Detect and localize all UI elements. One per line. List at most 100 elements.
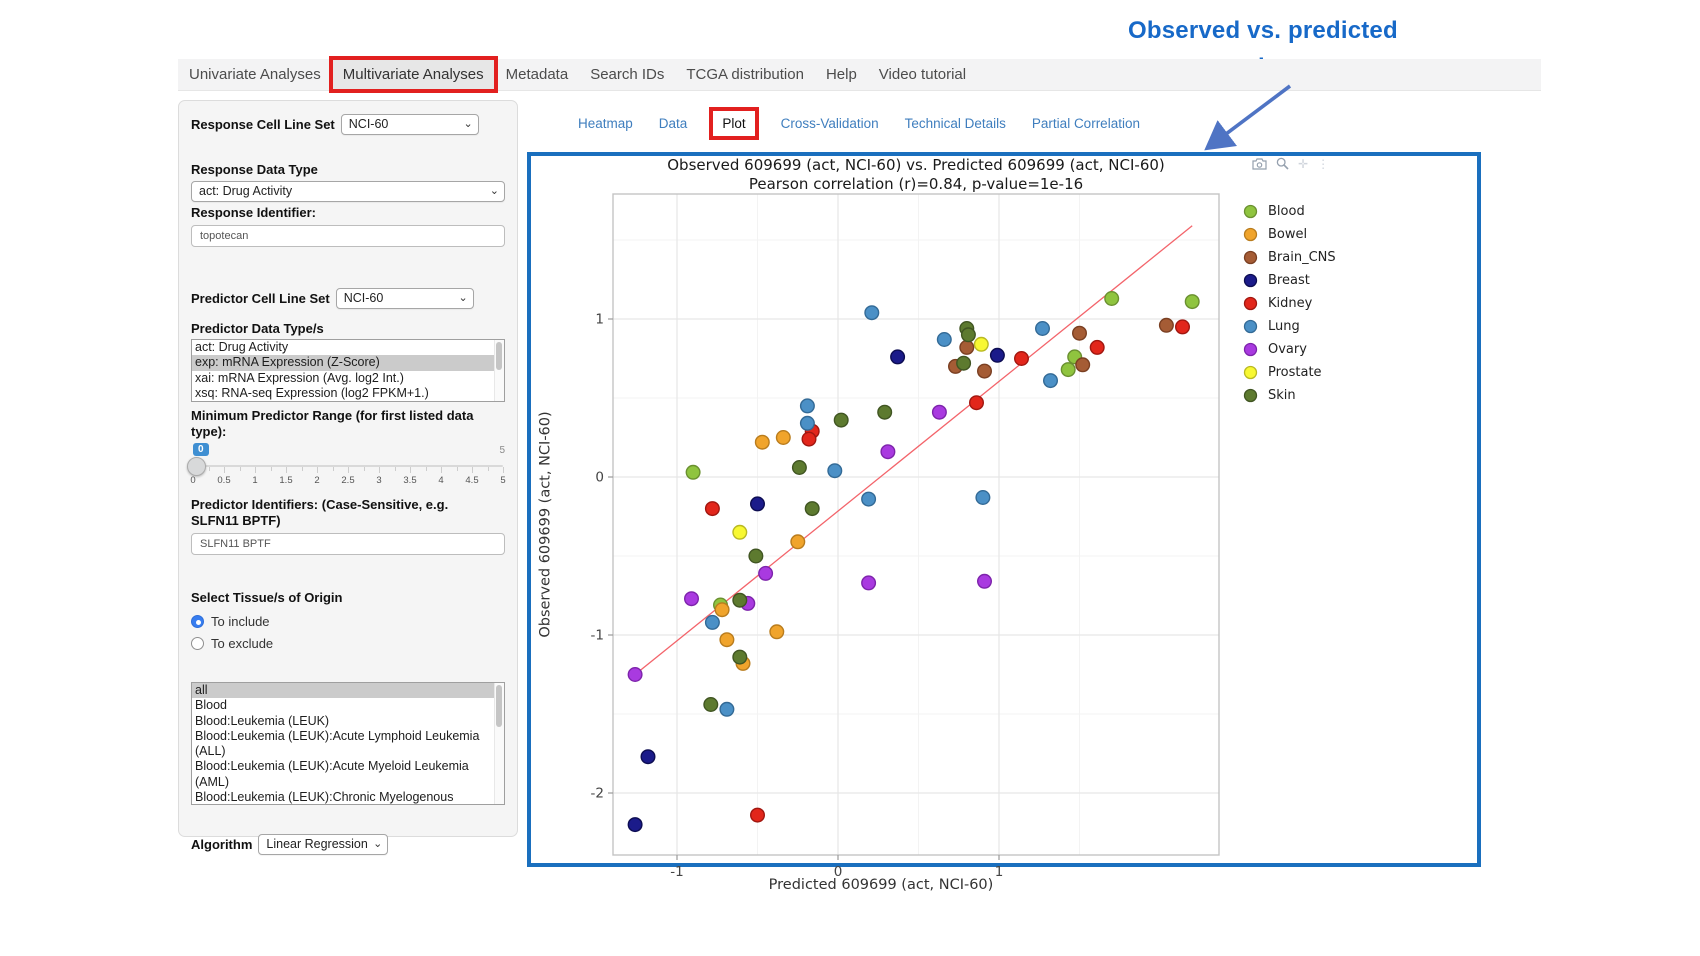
data-point-lung[interactable] [799, 415, 815, 431]
option-blood-leukemia-leuk-acute-lymphoid-leuke[interactable]: Blood:Leukemia (LEUK):Acute Lymphoid Leu… [195, 728, 480, 759]
legend-item-breast[interactable]: Breast [1243, 269, 1336, 292]
data-point-breast[interactable] [627, 817, 643, 833]
min-predictor-range-slider[interactable]: 0 5 0 0.5 1 1.5 2 2.5 3 3.5 4 4.5 5 [187, 443, 506, 489]
scrollbar-thumb[interactable] [496, 342, 502, 370]
data-point-breast[interactable] [749, 496, 765, 512]
zoom-icon[interactable] [1276, 157, 1289, 170]
data-point-ovary[interactable] [683, 591, 699, 607]
to-include-radio[interactable] [191, 614, 204, 628]
data-point-skin[interactable] [732, 649, 748, 665]
data-point-blood[interactable] [1060, 362, 1076, 378]
legend-item-bowel[interactable]: Bowel [1243, 223, 1336, 246]
data-point-lung[interactable] [799, 398, 815, 414]
data-point-bowel[interactable] [719, 632, 735, 648]
option-xsq-rna-seq-expression-log2-fpkm-1[interactable]: xsq: RNA-seq Expression (log2 FPKM+1.) [195, 385, 429, 400]
legend-item-skin[interactable]: Skin [1243, 384, 1336, 407]
data-point-ovary[interactable] [931, 404, 947, 420]
data-point-ovary[interactable] [977, 573, 993, 589]
data-point-ovary[interactable] [880, 444, 896, 460]
option-all[interactable]: all [192, 683, 504, 699]
data-point-prostate[interactable] [732, 524, 748, 540]
data-point-bowel[interactable] [769, 624, 785, 640]
data-point-lung[interactable] [861, 491, 877, 507]
option-blood[interactable]: Blood [195, 698, 227, 713]
data-point-skin[interactable] [748, 548, 764, 564]
data-point-skin[interactable] [804, 501, 820, 517]
to-exclude-radio[interactable] [191, 636, 204, 650]
legend-item-ovary[interactable]: Ovary [1243, 338, 1336, 361]
data-point-skin[interactable] [960, 327, 976, 343]
legend-item-kidney[interactable]: Kidney [1243, 292, 1336, 315]
option-blood-leukemia-leuk[interactable]: Blood:Leukemia (LEUK) [195, 713, 330, 728]
data-point-ovary[interactable] [627, 667, 643, 683]
camera-icon[interactable] [1252, 157, 1267, 170]
data-point-brain-cns[interactable] [1075, 357, 1091, 373]
algorithm-select[interactable]: Linear Regression ⌄ [258, 834, 389, 855]
data-point-brain-cns[interactable] [1158, 317, 1174, 333]
data-point-lung[interactable] [1043, 373, 1059, 389]
data-point-prostate[interactable] [973, 336, 989, 352]
data-point-kidney[interactable] [969, 395, 985, 411]
data-point-kidney[interactable] [1175, 319, 1191, 335]
data-point-lung[interactable] [704, 614, 720, 630]
data-point-bowel[interactable] [714, 602, 730, 618]
data-point-lung[interactable] [1035, 320, 1051, 336]
data-point-kidney[interactable] [704, 501, 720, 517]
data-point-lung[interactable] [719, 701, 735, 717]
data-point-ovary[interactable] [758, 565, 774, 581]
data-point-skin[interactable] [833, 412, 849, 428]
data-point-kidney[interactable] [749, 807, 765, 823]
tab-technical-details[interactable]: Technical Details [904, 115, 1006, 131]
data-point-lung[interactable] [936, 331, 952, 347]
data-point-skin[interactable] [877, 404, 893, 420]
data-point-kidney[interactable] [801, 431, 817, 447]
data-point-breast[interactable] [640, 749, 656, 765]
data-point-bowel[interactable] [775, 429, 791, 445]
data-point-lung[interactable] [864, 305, 880, 321]
response-data-type-select[interactable]: act: Drug Activity ⌄ [191, 181, 505, 202]
scatter-plot[interactable]: -2 -1 0 1 -1 0 1 [560, 175, 1240, 885]
nav-item-video-tutorial[interactable]: Video tutorial [878, 66, 967, 83]
data-point-brain-cns[interactable] [959, 339, 975, 355]
slider-track[interactable] [193, 465, 503, 467]
nav-item-tcga-distribution[interactable]: TCGA distribution [686, 66, 804, 83]
predictor-cell-line-set-select[interactable]: NCI-60 ⌄ [335, 288, 474, 309]
pan-icon[interactable]: ✛ [1298, 156, 1309, 171]
data-point-bowel[interactable] [790, 534, 806, 550]
option-act-drug-activity[interactable]: act: Drug Activity [195, 340, 289, 354]
data-point-kidney[interactable] [1089, 339, 1105, 355]
option-blood-leukemia-leuk-chronic-myelogenous-[interactable]: Blood:Leukemia (LEUK):Chronic Myelogenou… [195, 790, 454, 805]
data-point-lung[interactable] [827, 463, 843, 479]
data-point-brain-cns[interactable] [977, 363, 993, 379]
legend-item-prostate[interactable]: Prostate [1243, 361, 1336, 384]
more-icon[interactable]: ⋮ [1317, 156, 1330, 171]
data-point-blood[interactable] [685, 464, 701, 480]
response-identifier-input[interactable] [191, 225, 505, 247]
data-point-brain-cns[interactable] [1072, 325, 1088, 341]
tab-cross-validation[interactable]: Cross-Validation [780, 115, 879, 131]
tab-heatmap[interactable]: Heatmap [578, 115, 633, 131]
data-point-breast[interactable] [890, 349, 906, 365]
data-point-lung[interactable] [975, 490, 991, 506]
tab-plot[interactable]: Plot [709, 106, 759, 140]
data-point-bowel[interactable] [754, 434, 770, 450]
scrollbar-thumb[interactable] [496, 685, 502, 727]
scrollbar[interactable] [494, 340, 504, 401]
predictor-identifiers-input[interactable] [191, 533, 505, 555]
data-point-blood[interactable] [1184, 294, 1200, 310]
data-point-skin[interactable] [732, 592, 748, 608]
option-xai-mrna-expression-avg-log2-int[interactable]: xai: mRNA Expression (Avg. log2 Int.) [195, 370, 404, 385]
nav-item-help[interactable]: Help [825, 66, 857, 83]
data-point-blood[interactable] [1104, 290, 1120, 306]
legend-item-brain-cns[interactable]: Brain_CNS [1243, 246, 1336, 269]
data-point-skin[interactable] [956, 355, 972, 371]
slider-handle[interactable] [187, 457, 206, 476]
response-cell-line-set-select[interactable]: NCI-60 ⌄ [340, 114, 479, 135]
legend-item-lung[interactable]: Lung [1243, 315, 1336, 338]
data-point-kidney[interactable] [1014, 350, 1030, 366]
legend-item-blood[interactable]: Blood [1243, 200, 1336, 223]
predictor-data-types-list[interactable]: act: Drug Activity exp: mRNA Expression (… [191, 339, 505, 402]
option-exp-mrna-expression-z-score[interactable]: exp: mRNA Expression (Z-Score) [192, 355, 504, 371]
nav-item-multivariate-analyses[interactable]: Multivariate Analyses [328, 56, 498, 93]
nav-item-search-ids[interactable]: Search IDs [590, 66, 665, 83]
